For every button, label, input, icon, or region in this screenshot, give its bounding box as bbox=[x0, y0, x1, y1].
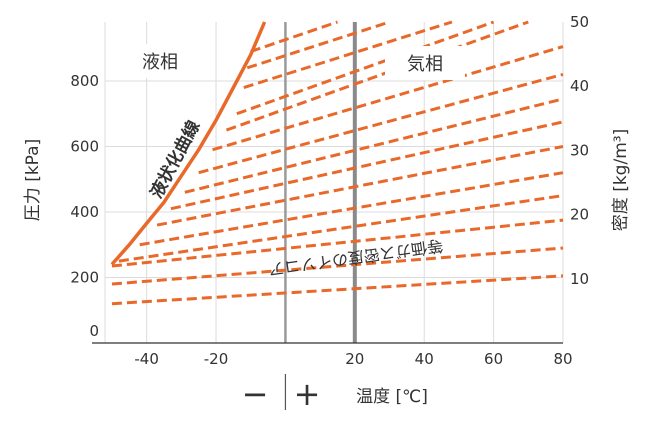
y-left-tick-label: 600 bbox=[70, 137, 99, 155]
y-axis-right-label: 密度 [kg/m³] bbox=[611, 129, 631, 231]
y-axis-left-label: 圧力 [kPa] bbox=[23, 139, 43, 221]
plus-sign: + bbox=[294, 375, 321, 413]
isochore-line bbox=[236, 20, 495, 116]
y-left-tick-label: 200 bbox=[70, 268, 99, 286]
x-tick-label: 20 bbox=[345, 350, 364, 368]
x-tick-label: 60 bbox=[484, 350, 503, 368]
isochore-line bbox=[156, 144, 564, 227]
isochore-line bbox=[225, 20, 529, 132]
gas-region-label: 気相 bbox=[407, 54, 443, 75]
liquid-region-label: 液相 bbox=[142, 52, 178, 73]
y-left-tick-label: 800 bbox=[70, 72, 99, 90]
gas-label-bg bbox=[385, 46, 465, 80]
liquefaction-curve bbox=[110, 21, 267, 266]
isochore-line bbox=[212, 45, 564, 152]
y-right-tick-label: 50 bbox=[570, 13, 589, 31]
x-tick-label: 40 bbox=[415, 350, 434, 368]
x-tick-label: -40 bbox=[134, 350, 159, 368]
y-right-tick-label: 40 bbox=[570, 77, 589, 95]
minus-sign: − bbox=[242, 375, 269, 413]
isochore-lines bbox=[111, 20, 564, 306]
y-left-tick-label: 400 bbox=[70, 203, 99, 221]
isochore-line bbox=[139, 171, 564, 247]
isochore-line bbox=[111, 218, 564, 268]
y-right-tick-label: 30 bbox=[570, 141, 589, 159]
isochore-line bbox=[250, 20, 338, 53]
isochore-line bbox=[111, 246, 564, 286]
liquefaction-curve-label: 液状化曲線 bbox=[146, 117, 204, 202]
y-right-tick-label: 20 bbox=[570, 206, 589, 224]
isochore-line bbox=[111, 274, 564, 306]
x-tick-label: 80 bbox=[553, 350, 572, 368]
isochore-line bbox=[243, 20, 453, 89]
x-axis-label: 温度 [℃] bbox=[356, 387, 428, 407]
isochore-line bbox=[198, 72, 564, 175]
x-tick-label: -20 bbox=[204, 350, 229, 368]
isochore-line bbox=[184, 97, 564, 194]
liquid-label-bg bbox=[130, 44, 190, 78]
y-left-tick-label: 0 bbox=[89, 322, 99, 340]
y-right-tick-label: 10 bbox=[570, 270, 589, 288]
isochore-line bbox=[170, 120, 564, 211]
isochore-line bbox=[246, 20, 390, 70]
